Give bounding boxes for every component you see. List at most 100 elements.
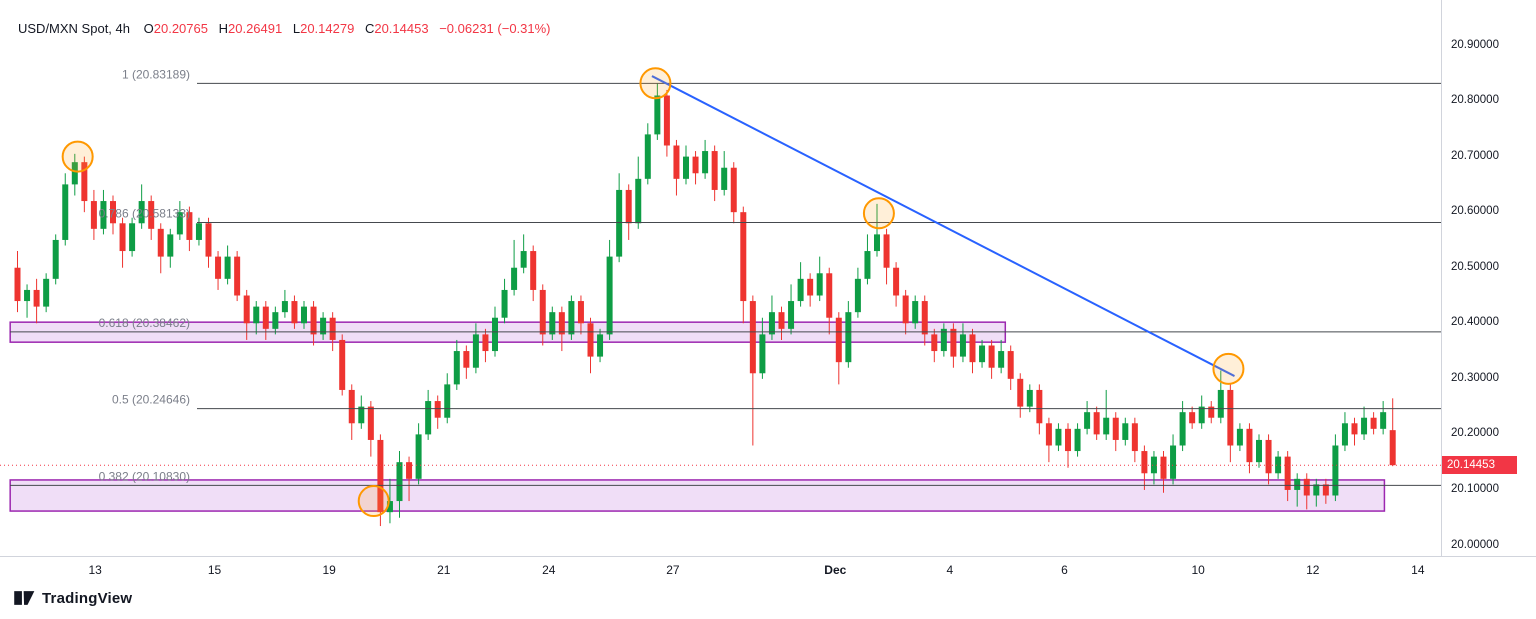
candle-body: [1084, 412, 1091, 429]
candle-body: [138, 201, 145, 224]
fib-zone[interactable]: [9, 479, 1386, 512]
candle-body: [1103, 417, 1110, 435]
time-scale[interactable]: 13 15 19 21 24 27 Dec 4 6 10 12 14: [0, 556, 1536, 583]
fib-level-label: 0.618 (20.38462): [99, 316, 190, 330]
candle-body: [1370, 417, 1377, 429]
candle-body: [1026, 389, 1033, 407]
candle-body: [874, 234, 880, 252]
candle-body: [1265, 439, 1272, 474]
candle-body: [625, 189, 632, 224]
price-axis-label: 20.60000: [1451, 205, 1499, 218]
time-axis-label: 13: [88, 563, 102, 577]
price-axis-label: 20.70000: [1451, 149, 1499, 162]
time-axis-label: 14: [1411, 563, 1425, 577]
time-axis-label: 4: [946, 563, 954, 577]
current-price-tag: 20.14453: [1442, 456, 1517, 475]
candle-body: [530, 251, 537, 290]
price-axis-label: 20.20000: [1451, 427, 1499, 440]
candle-body: [1122, 423, 1129, 440]
candle-body: [788, 301, 795, 329]
time-axis-label: 27: [666, 563, 680, 577]
fib-level-label: 0.786 (20.58133): [99, 207, 190, 221]
trendline[interactable]: [651, 75, 1235, 377]
candlestick-chart[interactable]: 1 (20.83189) 0.786 (20.58133) 0.618 (20.38…: [0, 0, 1441, 556]
candle-body: [778, 312, 785, 329]
candle-body: [1256, 439, 1262, 463]
candle-body: [577, 301, 584, 324]
candle-body: [81, 162, 88, 202]
candle-body: [129, 223, 136, 252]
highlight-circle[interactable]: [639, 67, 672, 100]
candle-body: [444, 384, 451, 418]
symbol-title[interactable]: USD/MXN Spot, 4h: [18, 21, 130, 36]
time-axis-label: 12: [1306, 563, 1320, 577]
candle-body: [406, 462, 413, 479]
open-key: O: [143, 21, 154, 36]
candle-body: [71, 162, 78, 185]
candle-body: [864, 251, 871, 279]
highlight-circle[interactable]: [61, 140, 94, 173]
candle-body: [415, 434, 422, 479]
candle-body: [329, 317, 336, 340]
candle-body: [711, 151, 718, 190]
candle-body: [215, 256, 222, 279]
candle-body: [377, 439, 384, 513]
candle-body: [167, 234, 174, 257]
candle-body: [663, 95, 670, 146]
candle-body: [1007, 351, 1014, 379]
time-axis-label: 15: [207, 563, 222, 577]
candle-body: [1227, 389, 1234, 446]
candle-body: [730, 167, 737, 213]
candle-body: [816, 273, 823, 296]
candle-body: [597, 334, 604, 357]
price-axis-label: 20.40000: [1451, 316, 1499, 329]
candle-body: [176, 212, 183, 235]
candle-body: [520, 251, 527, 268]
highlight-circle[interactable]: [1212, 352, 1245, 385]
candle-body: [1131, 423, 1138, 452]
price-scale[interactable]: 20.90000 20.80000 20.70000 20.60000 20.50000…: [1441, 0, 1536, 582]
candle-body: [979, 345, 986, 363]
highlight-circle[interactable]: [357, 485, 390, 518]
high-key: H: [218, 21, 228, 36]
candle-body: [186, 212, 193, 240]
candle-body: [119, 223, 126, 252]
candle-body: [883, 234, 890, 268]
candle-body: [243, 295, 250, 324]
candle-body: [1074, 428, 1081, 452]
candle-body: [740, 212, 747, 302]
candle-body: [310, 306, 317, 335]
high-value: 20.26491: [228, 21, 283, 36]
highlight-circle[interactable]: [862, 197, 895, 230]
candle-body: [253, 306, 260, 324]
time-axis-label: Dec: [824, 563, 847, 577]
candle-body: [969, 334, 976, 363]
candle-body: [826, 273, 833, 318]
candle-body: [425, 401, 432, 435]
candle-body: [1017, 378, 1024, 407]
candle-body: [1141, 451, 1148, 474]
low-key: L: [292, 21, 301, 36]
candle-body: [358, 406, 365, 424]
candle-body: [797, 278, 804, 302]
candle-body: [1189, 412, 1196, 424]
candle-body: [1322, 484, 1329, 496]
open-value: 20.20765: [153, 21, 208, 36]
candle-body: [998, 351, 1005, 368]
candle-body: [272, 312, 279, 329]
tradingview-logo[interactable]: TradingView: [14, 589, 132, 607]
fib-level-label: 0.5 (20.24646): [112, 393, 190, 407]
candle-body: [396, 462, 403, 502]
candle-body: [950, 328, 957, 357]
candle-body: [931, 334, 938, 352]
candle-body: [835, 317, 842, 363]
candle-body: [1313, 484, 1320, 496]
candle-body: [1294, 478, 1301, 490]
candle-body: [539, 289, 546, 335]
candle-body: [1351, 423, 1358, 435]
fib-level-label: 0.382 (20.10830): [99, 469, 190, 483]
candle-body: [893, 267, 900, 296]
price-axis-label: 20.30000: [1451, 371, 1499, 384]
candle-body: [511, 267, 518, 290]
candle-body: [1361, 417, 1368, 435]
